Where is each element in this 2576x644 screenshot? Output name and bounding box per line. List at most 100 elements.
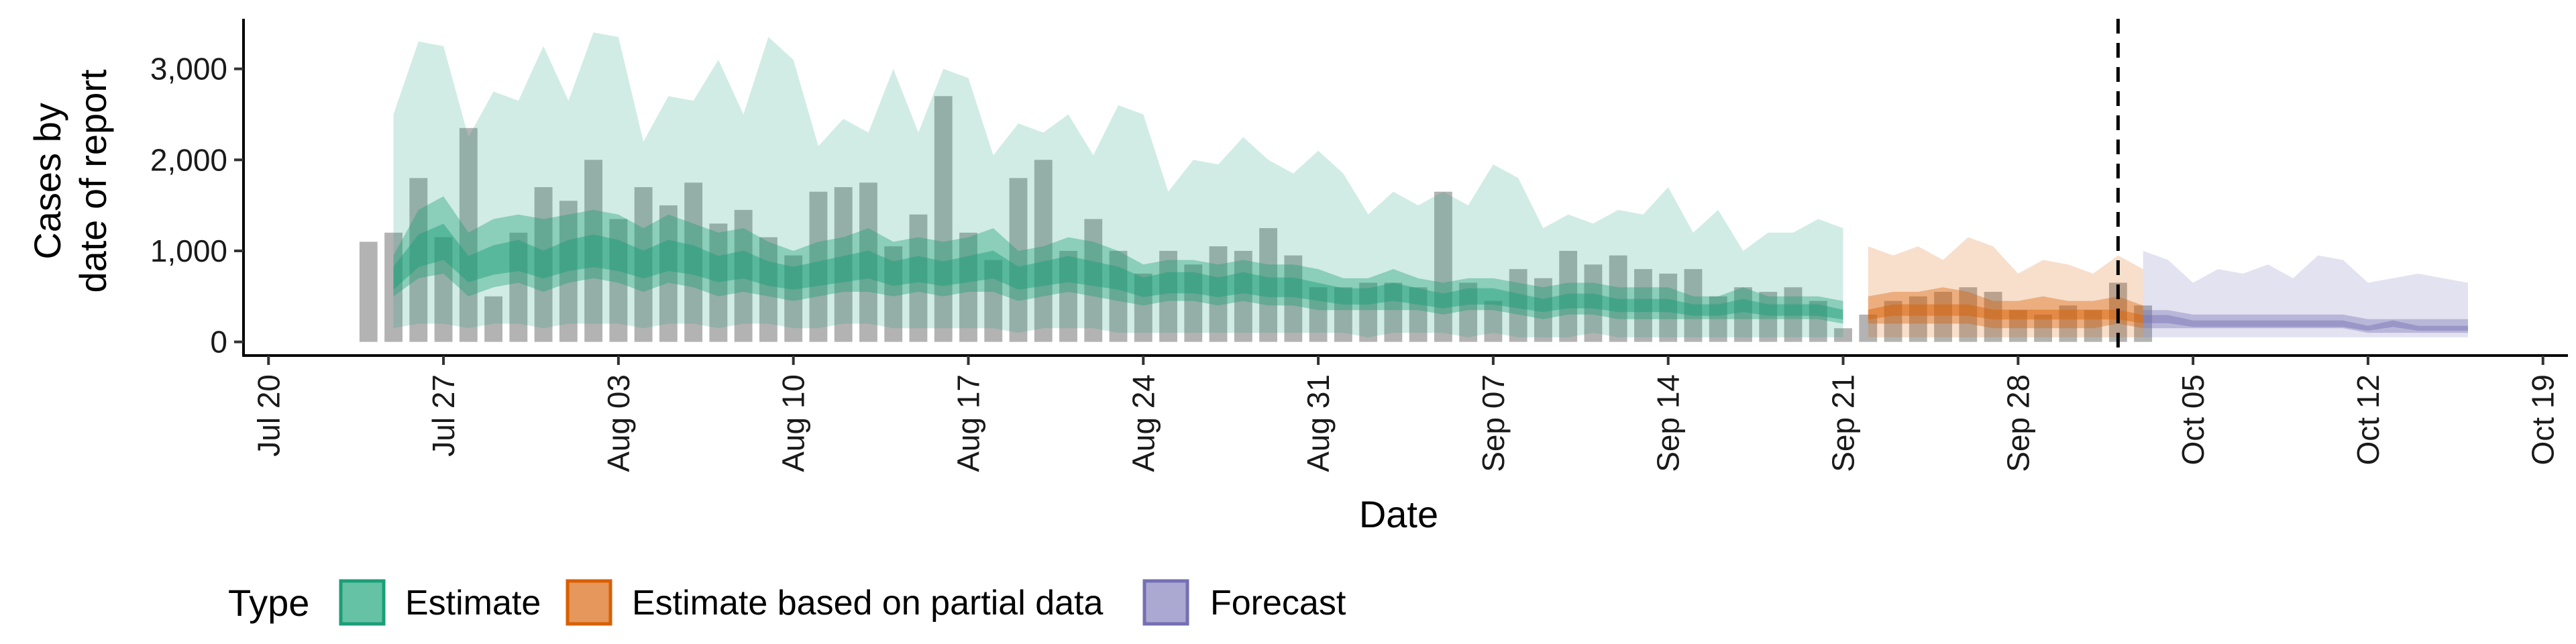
legend-label-estimate: Estimate	[405, 584, 541, 623]
case-bar	[1084, 219, 1103, 342]
case-bar	[1159, 250, 1177, 342]
estimate-based-on-partial-data-band-90	[1868, 237, 2143, 337]
case-bar	[1909, 296, 1927, 342]
case-bar	[709, 223, 728, 342]
x-tick-label: Oct 12	[2351, 374, 2385, 466]
case-bar	[1859, 314, 1878, 342]
case-bar	[1509, 269, 1527, 342]
case-bar	[1934, 292, 1952, 342]
x-axis-ticks: Jul 20 Jul 27 Aug 03 Aug 10 Aug 17 Aug 24 Aug …	[251, 356, 2561, 472]
x-tick-label: Aug 24	[1126, 374, 1161, 472]
x-tick-label: Aug 31	[1301, 374, 1336, 472]
case-bar	[634, 187, 653, 342]
case-bar	[784, 255, 803, 342]
legend: Type Estimate Estimate based on partial …	[228, 579, 1346, 626]
case-bar	[1134, 273, 1152, 342]
y-axis-ticks: 0 1,000 2,000 3,000	[150, 52, 244, 360]
case-bar	[559, 201, 578, 342]
case-bar	[1959, 287, 1978, 342]
case-bar	[734, 209, 753, 342]
case-bar	[659, 205, 678, 342]
y-axis-title: Cases by date of report	[26, 69, 114, 293]
x-tick-label: Sep 14	[1651, 374, 1686, 472]
case-bar	[1384, 282, 1403, 342]
case-bar	[1034, 160, 1053, 342]
legend-label-partial: Estimate based on partial data	[632, 584, 1104, 623]
legend-swatch-estimate	[339, 579, 386, 626]
case-bar	[434, 237, 453, 342]
case-bar	[1309, 287, 1328, 342]
x-tick-label: Aug 03	[601, 374, 636, 472]
x-tick-label: Sep 28	[2000, 374, 2035, 472]
estimate-band-50	[393, 196, 1843, 324]
estimate-band-90	[393, 32, 1843, 337]
case-bar	[409, 178, 428, 342]
case-bar	[1559, 250, 1578, 342]
x-tick-label: Jul 20	[251, 374, 286, 457]
y-tick-label: 3,000	[150, 52, 227, 87]
case-bar	[1784, 287, 1803, 342]
case-bar	[1109, 250, 1128, 342]
estimate-based-on-partial-data-band-50	[1868, 287, 2143, 329]
case-bar	[1609, 255, 1627, 342]
y-axis-title-line-2: date of report	[72, 69, 114, 293]
case-bar	[534, 187, 553, 342]
case-bar	[1234, 250, 1252, 342]
case-bar	[1009, 178, 1028, 342]
case-bar	[484, 296, 502, 342]
x-tick-label: Oct 19	[2526, 374, 2561, 466]
case-bar	[1659, 273, 1678, 342]
legend-swatch-partial	[566, 579, 612, 626]
x-tick-label: Sep 07	[1476, 374, 1511, 472]
case-bar	[1409, 287, 1428, 342]
case-bar	[959, 232, 977, 342]
axes	[242, 19, 2568, 357]
estimate-based-on-partial-data-median-band	[1868, 304, 2143, 323]
case-bar	[834, 187, 853, 342]
case-bar	[2008, 310, 2027, 342]
case-bar	[1834, 328, 1852, 342]
case-bar	[2084, 310, 2102, 342]
case-bar	[1684, 269, 1703, 342]
case-bar	[1184, 264, 1203, 342]
x-tick-label: Aug 10	[776, 374, 811, 472]
forecast-median-band	[2143, 315, 2468, 331]
case-bar	[1584, 264, 1603, 342]
y-tick-label: 0	[210, 325, 227, 360]
case-bar	[1284, 255, 1303, 342]
case-bar	[884, 246, 903, 342]
case-bar	[1334, 287, 1352, 342]
case-bar	[1809, 301, 1827, 342]
case-bar	[759, 237, 777, 342]
case-bar	[1634, 269, 1652, 342]
case-bar	[1459, 282, 1478, 342]
case-bar	[384, 232, 402, 342]
estimate-bands	[393, 32, 2468, 337]
case-bar	[1709, 296, 1727, 342]
case-bar	[1434, 191, 1452, 342]
case-bar	[934, 96, 953, 342]
case-bar	[1734, 287, 1752, 342]
case-bar	[859, 182, 877, 342]
case-bar	[2034, 314, 2052, 342]
case-bar	[1984, 292, 2002, 342]
case-bar	[584, 160, 603, 342]
case-bar	[1534, 278, 1552, 342]
case-bar	[2059, 305, 2078, 342]
forecast-band-90	[2143, 251, 2468, 337]
legend-swatch-forecast	[1142, 579, 1189, 626]
case-bar	[459, 127, 478, 342]
y-tick-label: 2,000	[150, 142, 227, 177]
case-bar	[359, 241, 378, 342]
case-bar	[1359, 282, 1378, 342]
case-bar	[1884, 301, 1902, 342]
case-bar	[909, 214, 928, 342]
case-bar	[1484, 301, 1503, 342]
estimate-median-band	[393, 223, 1843, 320]
y-axis-title-line-1: Cases by	[26, 103, 68, 259]
x-axis-title: Date	[1359, 493, 1438, 535]
x-tick-label: Jul 27	[426, 374, 461, 457]
x-tick-label: Sep 21	[1826, 374, 1861, 472]
legend-label-forecast: Forecast	[1210, 584, 1346, 623]
